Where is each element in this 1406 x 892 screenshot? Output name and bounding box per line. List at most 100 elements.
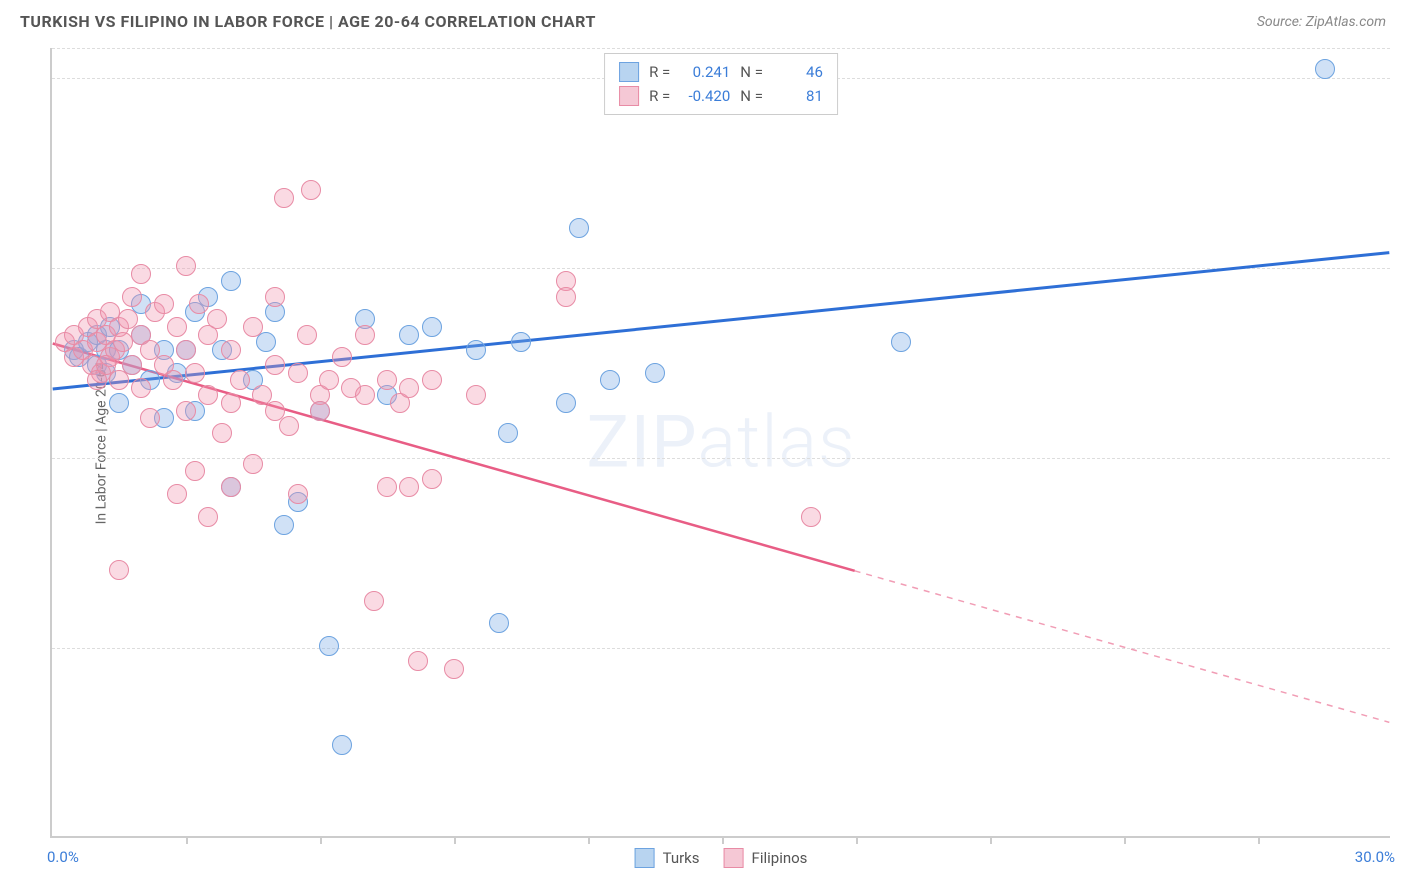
scatter-point bbox=[364, 591, 384, 611]
scatter-point bbox=[167, 317, 187, 337]
n-label-turks: N = bbox=[740, 60, 763, 84]
stats-row-filipinos: R = -0.420 N = 81 bbox=[619, 84, 823, 108]
scatter-point bbox=[355, 385, 375, 405]
scatter-point bbox=[198, 385, 218, 405]
scatter-point bbox=[256, 332, 276, 352]
y-tick-label: 100.0% bbox=[1395, 69, 1406, 87]
scatter-point bbox=[332, 735, 352, 755]
scatter-point bbox=[399, 378, 419, 398]
scatter-point bbox=[422, 370, 442, 390]
scatter-point bbox=[377, 370, 397, 390]
scatter-point bbox=[154, 294, 174, 314]
trendline-dashed bbox=[855, 571, 1390, 723]
scatter-point bbox=[297, 325, 317, 345]
r-value-filipinos: -0.420 bbox=[680, 84, 730, 108]
y-tick-label: 62.5% bbox=[1395, 639, 1406, 657]
scatter-point bbox=[163, 370, 183, 390]
scatter-point bbox=[408, 651, 428, 671]
x-axis-start-label: 0.0% bbox=[47, 848, 79, 866]
r-value-turks: 0.241 bbox=[680, 60, 730, 84]
scatter-point bbox=[265, 287, 285, 307]
x-tick bbox=[722, 836, 724, 844]
watermark: ZIPatlas bbox=[586, 400, 855, 485]
r-label-filipinos: R = bbox=[649, 84, 670, 108]
chart-header: TURKISH VS FILIPINO IN LABOR FORCE | AGE… bbox=[0, 0, 1406, 39]
scatter-point bbox=[185, 363, 205, 383]
scatter-point bbox=[279, 416, 299, 436]
x-tick bbox=[1258, 836, 1260, 844]
legend-swatch-turks bbox=[635, 848, 655, 868]
scatter-point bbox=[319, 636, 339, 656]
bottom-legend: Turks Filipinos bbox=[635, 848, 808, 868]
x-tick bbox=[990, 836, 992, 844]
scatter-point bbox=[122, 287, 142, 307]
scatter-point bbox=[221, 271, 241, 291]
scatter-point bbox=[422, 317, 442, 337]
scatter-point bbox=[288, 484, 308, 504]
scatter-point bbox=[109, 393, 129, 413]
chart-title: TURKISH VS FILIPINO IN LABOR FORCE | AGE… bbox=[20, 12, 596, 31]
stats-legend: R = 0.241 N = 46 R = -0.420 N = 81 bbox=[604, 53, 838, 115]
scatter-point bbox=[645, 363, 665, 383]
scatter-point bbox=[511, 332, 531, 352]
n-value-turks: 46 bbox=[773, 60, 823, 84]
scatter-point bbox=[221, 340, 241, 360]
legend-label-turks: Turks bbox=[663, 849, 700, 867]
legend-item-filipinos: Filipinos bbox=[724, 848, 808, 868]
plot-area: ZIPatlas 62.5%75.0%87.5%100.0% R = 0.241… bbox=[50, 48, 1390, 838]
scatter-point bbox=[274, 515, 294, 535]
scatter-point bbox=[600, 370, 620, 390]
legend-swatch-filipinos bbox=[724, 848, 744, 868]
scatter-point bbox=[221, 393, 241, 413]
scatter-point bbox=[556, 287, 576, 307]
scatter-point bbox=[422, 469, 442, 489]
scatter-point bbox=[185, 461, 205, 481]
scatter-point bbox=[288, 363, 308, 383]
stats-row-turks: R = 0.241 N = 46 bbox=[619, 60, 823, 84]
gridline-h bbox=[52, 268, 1390, 269]
scatter-point bbox=[221, 477, 241, 497]
scatter-point bbox=[96, 355, 116, 375]
scatter-point bbox=[801, 507, 821, 527]
scatter-point bbox=[319, 370, 339, 390]
source-label: Source: ZipAtlas.com bbox=[1257, 14, 1386, 30]
legend-item-turks: Turks bbox=[635, 848, 700, 868]
scatter-point bbox=[167, 484, 187, 504]
swatch-turks bbox=[619, 62, 639, 82]
scatter-point bbox=[189, 294, 209, 314]
n-label-filipinos: N = bbox=[740, 84, 763, 108]
scatter-point bbox=[274, 188, 294, 208]
chart-container: In Labor Force | Age 20-64 ZIPatlas 62.5… bbox=[50, 48, 1390, 838]
legend-label-filipinos: Filipinos bbox=[752, 849, 808, 867]
scatter-point bbox=[109, 560, 129, 580]
trendlines-svg bbox=[52, 48, 1390, 836]
scatter-point bbox=[1315, 59, 1335, 79]
scatter-point bbox=[122, 355, 142, 375]
scatter-point bbox=[265, 355, 285, 375]
scatter-point bbox=[569, 218, 589, 238]
x-tick bbox=[588, 836, 590, 844]
scatter-point bbox=[176, 256, 196, 276]
scatter-point bbox=[243, 454, 263, 474]
swatch-filipinos bbox=[619, 86, 639, 106]
scatter-point bbox=[140, 408, 160, 428]
watermark-atlas: atlas bbox=[698, 400, 856, 485]
x-tick bbox=[186, 836, 188, 844]
x-axis-end-label: 30.0% bbox=[1355, 848, 1395, 866]
scatter-point bbox=[230, 370, 250, 390]
x-tick bbox=[856, 836, 858, 844]
gridline-h bbox=[52, 648, 1390, 649]
scatter-point bbox=[399, 477, 419, 497]
scatter-point bbox=[498, 423, 518, 443]
scatter-point bbox=[176, 340, 196, 360]
scatter-point bbox=[489, 613, 509, 633]
scatter-point bbox=[377, 477, 397, 497]
scatter-point bbox=[131, 378, 151, 398]
scatter-point bbox=[556, 393, 576, 413]
scatter-point bbox=[355, 325, 375, 345]
scatter-point bbox=[466, 340, 486, 360]
n-value-filipinos: 81 bbox=[773, 84, 823, 108]
scatter-point bbox=[131, 264, 151, 284]
scatter-point bbox=[301, 180, 321, 200]
scatter-point bbox=[207, 309, 227, 329]
